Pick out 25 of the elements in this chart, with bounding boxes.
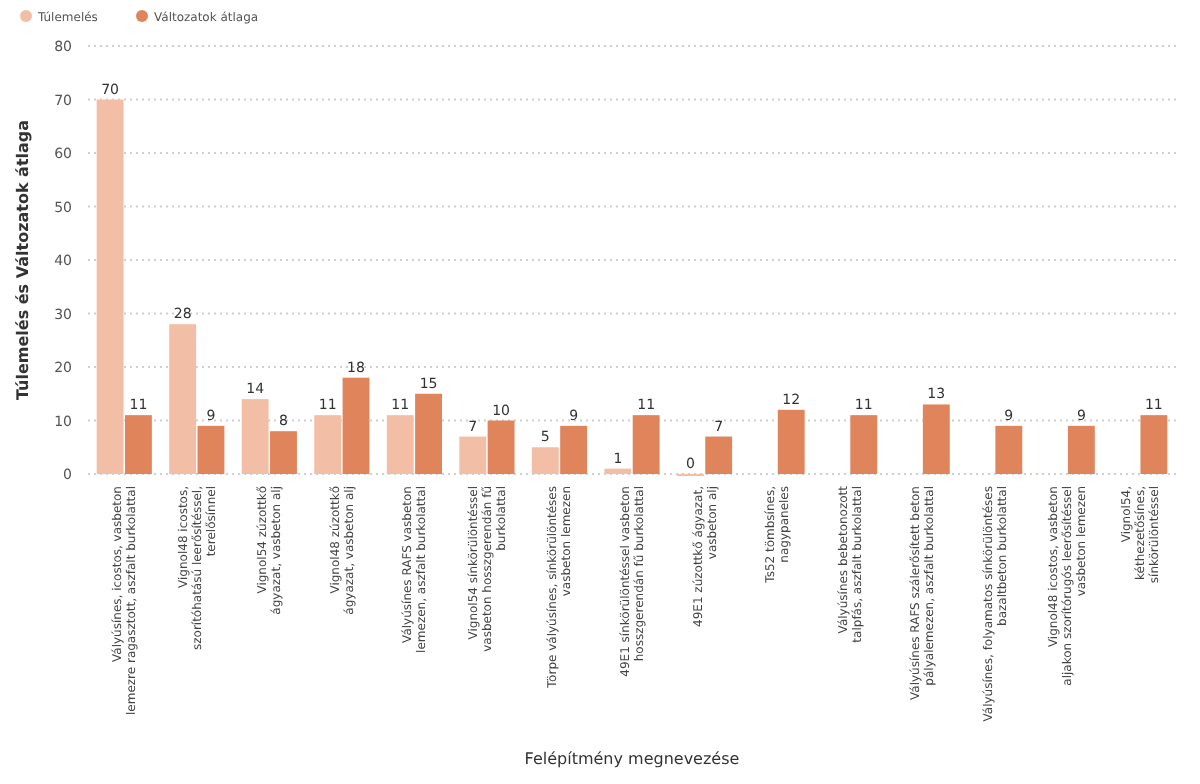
- bar: [487, 420, 515, 474]
- bar: [705, 436, 733, 474]
- bar: [531, 447, 559, 474]
- bar: [632, 415, 660, 474]
- bar: [386, 415, 414, 474]
- y-axis-title: Túlemelés és Változatok átlaga: [14, 119, 32, 401]
- bar: [604, 468, 632, 474]
- bar: [270, 431, 297, 474]
- bar: [241, 399, 269, 474]
- bar: [777, 409, 805, 474]
- bar: [197, 425, 225, 474]
- bar: [560, 425, 588, 474]
- bar: [850, 415, 878, 474]
- bar: [1140, 415, 1168, 474]
- bar: [342, 377, 370, 474]
- x-axis-title: Felépítmény megnevezése: [524, 750, 740, 768]
- bar: [1067, 425, 1095, 474]
- bar: [459, 436, 487, 474]
- bar: [124, 415, 152, 474]
- bar: [314, 415, 342, 474]
- bar: [96, 99, 124, 474]
- bar: [415, 393, 442, 474]
- bar: [922, 404, 950, 474]
- bar: [995, 425, 1023, 474]
- bar: [169, 324, 197, 474]
